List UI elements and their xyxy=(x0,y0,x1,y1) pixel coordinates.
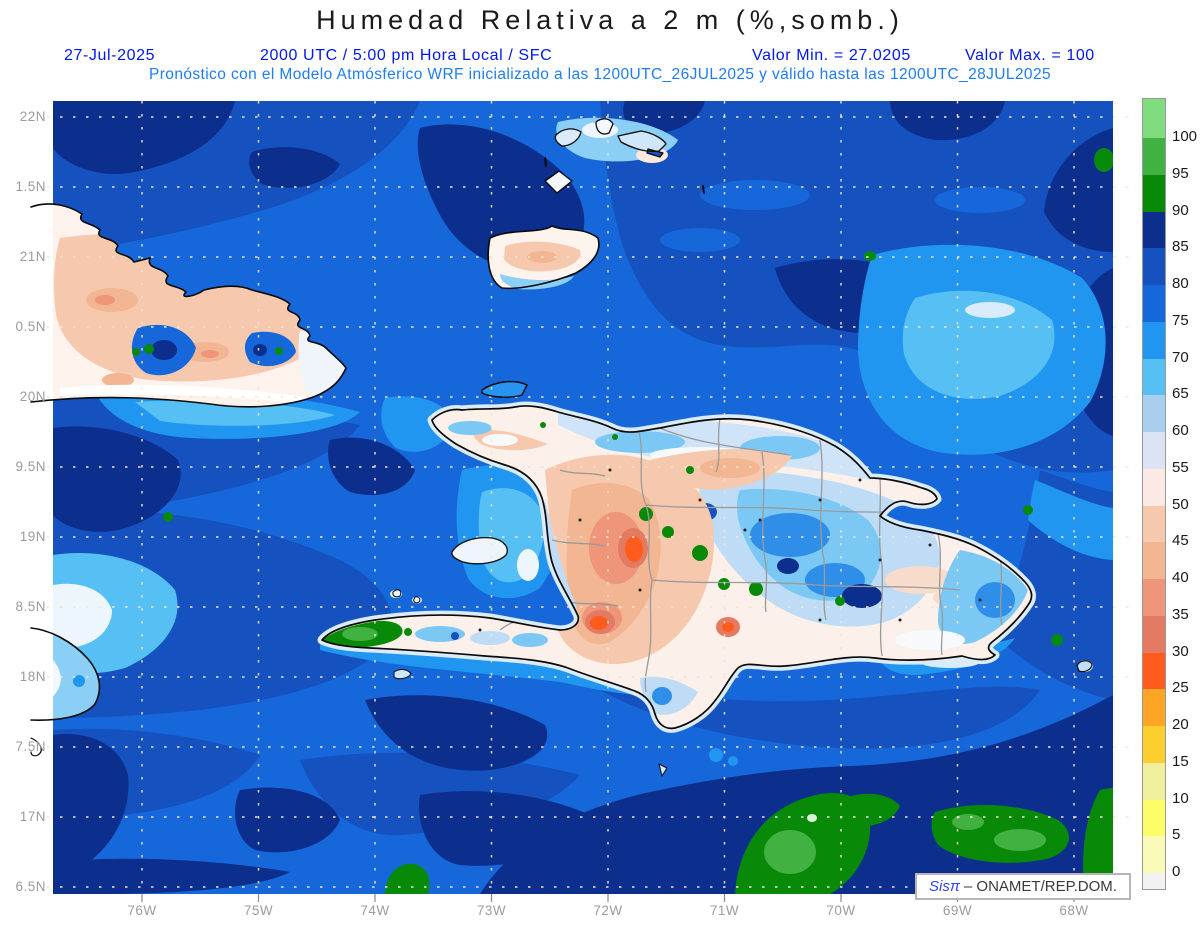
humidity-field xyxy=(53,101,1113,894)
colorbar-tick: 0 xyxy=(1172,863,1181,880)
valid-date: 27-Jul-2025 xyxy=(64,47,156,64)
lat-label: 19N xyxy=(19,529,46,544)
colorbar-segment xyxy=(1143,174,1165,212)
lat-label: 22N xyxy=(19,109,46,124)
colorbar-segment xyxy=(1143,762,1165,800)
sispi-logo: Sisπ xyxy=(929,878,960,895)
lon-label: 71W xyxy=(709,903,740,918)
colorbar-segment xyxy=(1143,211,1165,249)
colorbar-segment xyxy=(1143,579,1165,616)
lon-label: 74W xyxy=(360,903,390,918)
lat-label: 9.5N xyxy=(15,459,46,474)
colorbar-segment xyxy=(1143,138,1165,175)
jamaica-coastline xyxy=(30,627,101,721)
colorbar-segment xyxy=(1143,285,1165,322)
colorbar-segment xyxy=(1143,799,1165,837)
colorbar-tick: 10 xyxy=(1172,789,1189,807)
colorbar-tick: 15 xyxy=(1172,752,1189,770)
credit-box: Sisπ – ONAMET/REP.DOM. xyxy=(915,873,1131,900)
colorbar-segment xyxy=(1143,615,1165,653)
colorbar-tick: 90 xyxy=(1172,201,1189,219)
colorbar-tick: 85 xyxy=(1172,238,1189,256)
colorbar-segment xyxy=(1143,689,1165,726)
lat-label: 7.5N xyxy=(15,739,46,754)
colorbar-tick: 35 xyxy=(1172,605,1189,623)
lon-label: 68W xyxy=(1059,903,1089,918)
page-title: Humedad Relativa a 2 m (%,somb.) xyxy=(316,5,904,35)
colorbar-segment xyxy=(1143,652,1165,690)
colorbar-segment xyxy=(1143,505,1165,543)
lon-label: 72W xyxy=(593,903,623,918)
gonave-coastline xyxy=(451,536,508,565)
lon-label: 73W xyxy=(476,903,507,918)
lon-label: 69W xyxy=(942,903,973,918)
hispaniola-coastline xyxy=(321,405,1033,730)
colorbar-segment xyxy=(1143,395,1165,432)
colorbar-segment xyxy=(1143,836,1165,873)
lon-label: 76W xyxy=(127,903,157,918)
coastlines xyxy=(30,118,1093,777)
lat-label: 0.5N xyxy=(15,319,46,334)
colorbar-segment xyxy=(1143,248,1165,285)
colorbar-tick: 55 xyxy=(1172,458,1189,476)
graticule xyxy=(47,101,1133,894)
lat-label: 1.5N xyxy=(15,179,46,194)
colorbar-tick: 80 xyxy=(1172,275,1189,292)
tortuga-coastline xyxy=(481,380,528,398)
lat-label: 18N xyxy=(19,669,46,684)
great-inagua-coastline xyxy=(487,225,600,290)
colorbar-tick: 65 xyxy=(1172,385,1189,403)
lon-label: 70W xyxy=(826,903,856,918)
colorbar-segment xyxy=(1143,542,1165,579)
colorbar-tick: 5 xyxy=(1172,826,1181,844)
colorbar-segment xyxy=(1143,321,1165,359)
colorbar-tick: 40 xyxy=(1172,569,1189,586)
colorbar-tick: 25 xyxy=(1172,679,1189,697)
colorbar-tick: 100 xyxy=(1172,128,1198,145)
colorbar-segment xyxy=(1143,358,1165,396)
forecast-subtitle: Pronóstico con el Modelo Atmósferico WRF… xyxy=(149,66,1051,83)
colorbar-tick: 60 xyxy=(1172,422,1189,439)
colorbar-segment xyxy=(1143,99,1165,138)
colorbar-tick: 45 xyxy=(1172,532,1189,550)
colorbar xyxy=(1142,98,1166,890)
colorbar-tick: 50 xyxy=(1172,495,1189,513)
valid-time: 2000 UTC / 5:00 pm Hora Local / SFC xyxy=(260,47,553,64)
value-max: Valor Max. = 100 xyxy=(965,47,1095,64)
lat-label: 17N xyxy=(19,809,46,824)
credit-text: – ONAMET/REP.DOM. xyxy=(963,878,1117,895)
colorbar-tick: 75 xyxy=(1172,311,1189,329)
colorbar-tick: 70 xyxy=(1172,348,1189,366)
lon-label: 75W xyxy=(243,903,274,918)
lat-label: 8.5N xyxy=(15,599,46,614)
lat-label: 20N xyxy=(19,389,46,404)
colorbar-tick: 30 xyxy=(1172,642,1189,660)
lat-label: 6.5N xyxy=(15,879,46,894)
province-borders xyxy=(499,417,1003,693)
little-inagua-coastline xyxy=(544,170,573,194)
cuba-coastline xyxy=(30,203,347,408)
colorbar-segment xyxy=(1143,726,1165,763)
lat-label: 21N xyxy=(19,249,46,264)
colorbar-segment xyxy=(1143,432,1165,469)
colorbar-tick: 20 xyxy=(1172,716,1189,733)
colorbar-segment xyxy=(1143,468,1165,506)
value-min: Valor Min. = 27.0205 xyxy=(752,47,911,64)
colorbar-segment xyxy=(1143,873,1165,889)
colorbar-tick: 95 xyxy=(1172,164,1189,182)
